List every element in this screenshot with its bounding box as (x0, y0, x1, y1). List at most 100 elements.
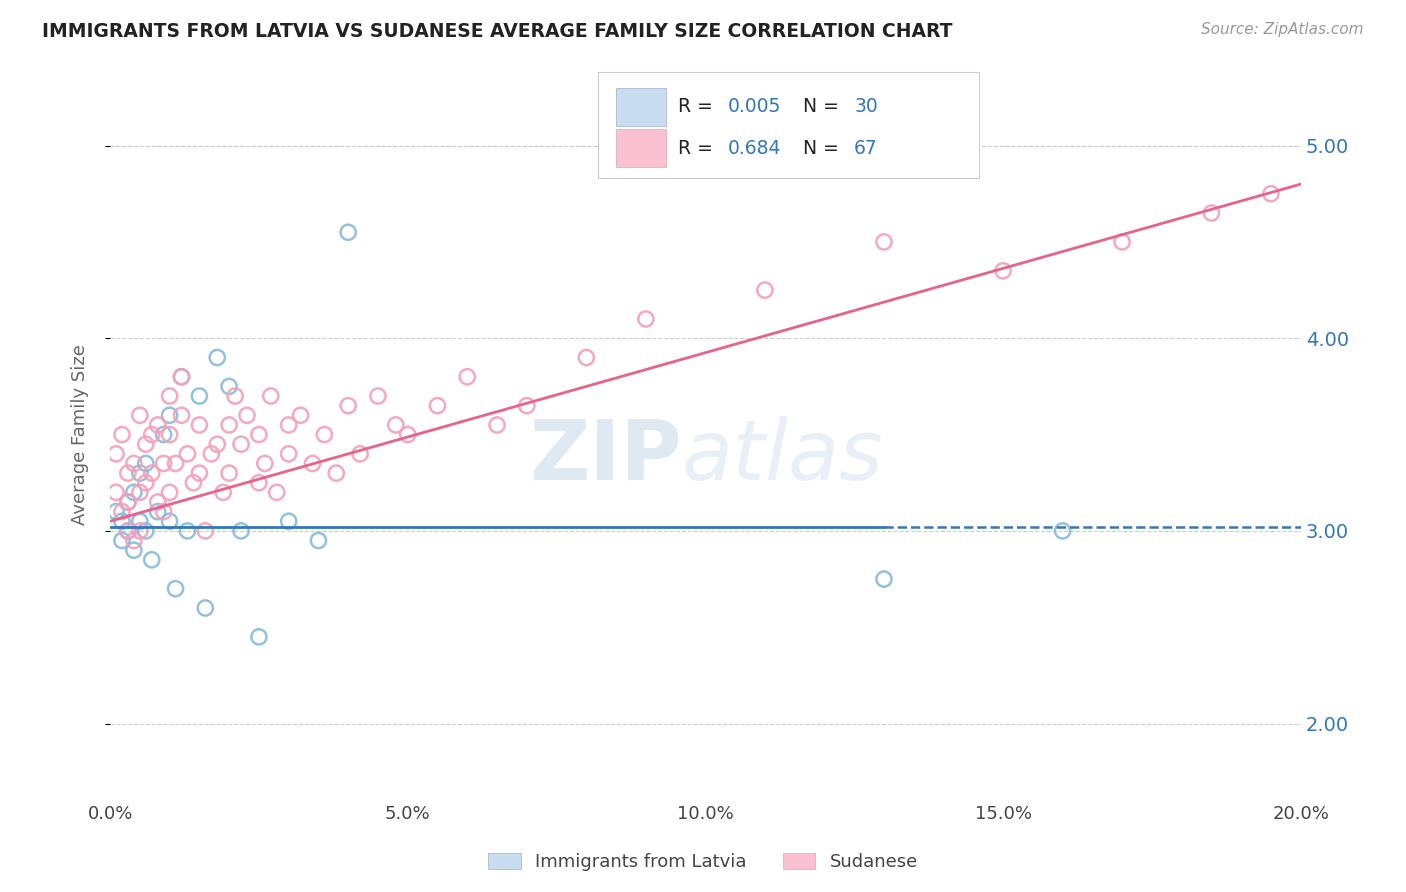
Point (1052, 524, 1074, 538)
Point (159, 427, 181, 442)
Point (754, 283, 776, 297)
Point (128, 485, 150, 500)
Point (218, 417, 240, 432)
Point (1111, 235, 1133, 249)
Point (152, 505, 174, 519)
Point (117, 524, 139, 538)
Point (117, 495, 139, 509)
Point (117, 466, 139, 480)
Point (266, 485, 288, 500)
Point (165, 457, 187, 471)
Point (122, 457, 145, 471)
Point (146, 505, 169, 519)
Point (128, 409, 150, 423)
Point (122, 533, 145, 548)
Point (224, 389, 246, 403)
Point (873, 235, 896, 249)
Point (111, 427, 134, 442)
Y-axis label: Average Family Size: Average Family Size (72, 344, 89, 525)
Point (290, 409, 312, 423)
Point (991, 264, 1014, 278)
Point (260, 389, 283, 403)
Point (135, 457, 157, 471)
Point (117, 524, 139, 538)
Point (176, 524, 198, 538)
Point (301, 457, 323, 471)
Text: R =: R = (678, 97, 718, 116)
Point (146, 495, 169, 509)
Point (575, 351, 598, 365)
Text: 0.005: 0.005 (728, 97, 782, 116)
FancyBboxPatch shape (616, 129, 666, 168)
Point (135, 437, 157, 451)
Point (141, 427, 163, 442)
Point (277, 514, 299, 528)
Point (128, 514, 150, 528)
Point (486, 417, 509, 432)
Text: R =: R = (678, 139, 718, 158)
Text: atlas: atlas (682, 416, 883, 497)
Point (135, 475, 157, 490)
Point (516, 399, 538, 413)
Text: N =: N = (803, 139, 845, 158)
Point (105, 485, 128, 500)
Point (307, 533, 329, 548)
Point (146, 417, 169, 432)
Point (1201, 206, 1223, 220)
Point (426, 399, 449, 413)
Point (170, 369, 193, 384)
Point (247, 475, 270, 490)
Point (218, 466, 240, 480)
Point (170, 369, 193, 384)
Point (122, 543, 145, 558)
FancyBboxPatch shape (598, 72, 979, 178)
Point (212, 485, 235, 500)
Text: 67: 67 (855, 139, 877, 158)
Point (111, 514, 134, 528)
Point (1260, 186, 1282, 201)
Point (277, 417, 299, 432)
Point (200, 447, 222, 461)
Point (183, 475, 205, 490)
Point (385, 417, 408, 432)
Point (111, 505, 134, 519)
Point (122, 485, 145, 500)
Point (111, 533, 134, 548)
Point (194, 601, 217, 615)
Text: IMMIGRANTS FROM LATVIA VS SUDANESE AVERAGE FAMILY SIZE CORRELATION CHART: IMMIGRANTS FROM LATVIA VS SUDANESE AVERA… (42, 22, 953, 41)
Point (152, 427, 174, 442)
Point (194, 524, 217, 538)
FancyBboxPatch shape (616, 87, 666, 126)
Point (152, 457, 174, 471)
Point (117, 495, 139, 509)
Point (141, 553, 163, 567)
Point (159, 409, 181, 423)
Point (456, 369, 478, 384)
Text: ZIP: ZIP (529, 416, 682, 497)
Point (873, 572, 896, 586)
Point (218, 379, 240, 393)
Point (337, 225, 360, 239)
Point (188, 417, 211, 432)
Point (188, 389, 211, 403)
Point (170, 409, 193, 423)
Text: 30: 30 (855, 97, 877, 116)
Point (253, 457, 276, 471)
Point (229, 524, 252, 538)
Point (141, 466, 163, 480)
Point (165, 582, 187, 596)
Point (314, 427, 336, 442)
Point (128, 466, 150, 480)
Point (247, 630, 270, 644)
Point (159, 485, 181, 500)
Text: Source: ZipAtlas.com: Source: ZipAtlas.com (1201, 22, 1364, 37)
Point (176, 447, 198, 461)
Point (188, 466, 211, 480)
Legend: Immigrants from Latvia, Sudanese: Immigrants from Latvia, Sudanese (481, 846, 925, 879)
Point (277, 447, 299, 461)
Point (128, 524, 150, 538)
Point (229, 437, 252, 451)
Point (105, 505, 128, 519)
Point (207, 351, 229, 365)
Point (325, 466, 347, 480)
